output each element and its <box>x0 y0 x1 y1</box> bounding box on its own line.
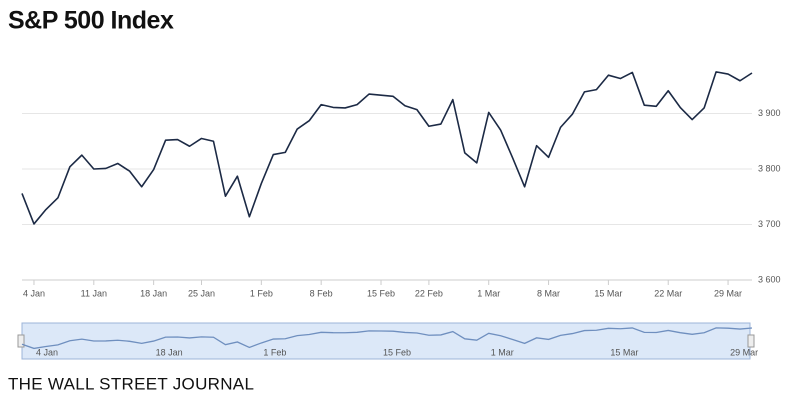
navigator-line <box>21 327 753 350</box>
navigator-handle[interactable] <box>747 334 755 348</box>
navigator[interactable] <box>21 322 751 360</box>
source: THE WALL STREET JOURNAL <box>8 374 254 393</box>
navigator-label: 1 Feb <box>263 347 286 357</box>
x-tick-label: 1 Feb <box>250 288 273 298</box>
navigator-label: 15 Feb <box>383 347 411 357</box>
x-tick-label: 22 Mar <box>654 288 682 298</box>
navigator-label: 1 Mar <box>491 347 514 357</box>
x-tick-label: 15 Mar <box>594 288 622 298</box>
x-tick-label: 4 Jan <box>23 288 45 298</box>
y-tick-label: 3 900 <box>758 108 781 118</box>
x-tick-label: 8 Mar <box>537 288 560 298</box>
x-tick-label: 15 Feb <box>367 288 395 298</box>
y-tick-label: 3 700 <box>758 219 781 229</box>
line <box>21 71 753 225</box>
navigator-label: 18 Jan <box>156 347 183 357</box>
y-tick-label: 3 800 <box>758 163 781 173</box>
x-tick-label: 29 Mar <box>714 288 742 298</box>
x-tick-label: 18 Jan <box>140 288 167 298</box>
x-tick-label: 8 Feb <box>310 288 333 298</box>
x-tick-label: 1 Mar <box>477 288 500 298</box>
x-tick-label: 25 Jan <box>188 288 215 298</box>
x-tick-label: 11 Jan <box>81 288 107 298</box>
navigator-label: 4 Jan <box>36 347 58 357</box>
navigator-label: 15 Mar <box>610 347 638 357</box>
chart-title: S&P 500 Index <box>8 7 174 35</box>
navigator-label: 29 Mar <box>730 347 758 357</box>
navigator-handle[interactable] <box>17 334 25 348</box>
y-tick-label: 3 600 <box>758 274 781 284</box>
x-tick-label: 22 Feb <box>415 288 443 298</box>
